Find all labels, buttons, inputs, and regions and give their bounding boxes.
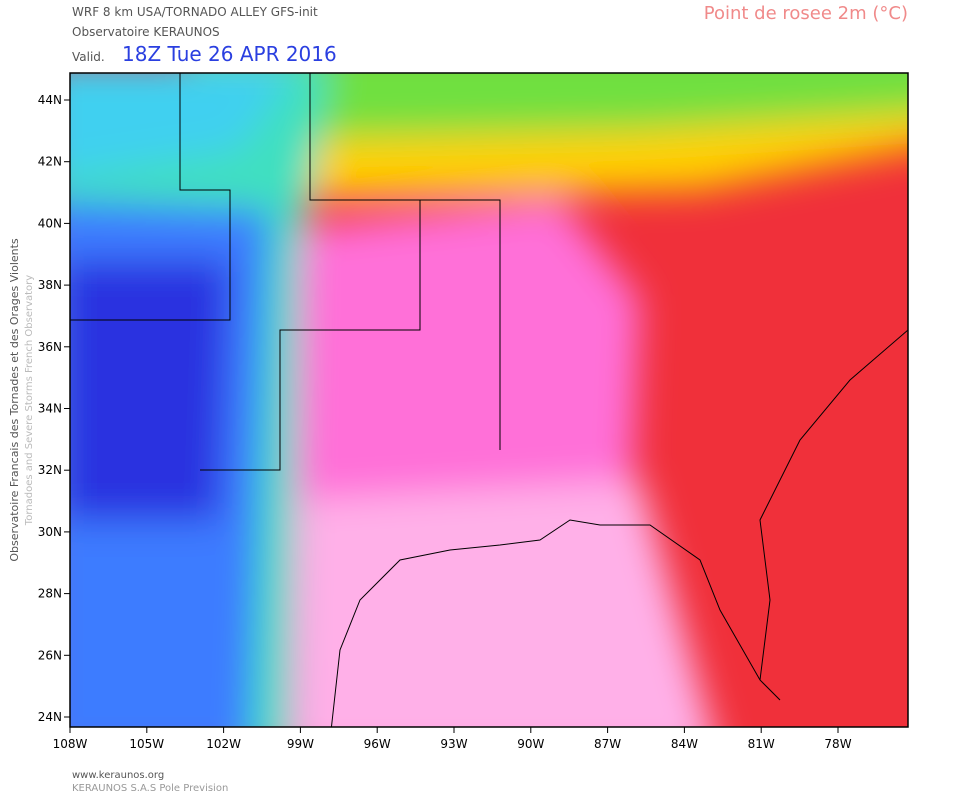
lon-label: 84W [671,737,698,751]
lat-axis: 44N 42N 40N 38N 36N 34N 32N 30N 28N 26N 24N [38,93,70,724]
lat-label: 42N [38,155,62,169]
lat-label: 36N [38,340,62,354]
product-title: Point de rosee 2m (°C) [704,3,908,24]
lon-label: 90W [517,737,544,751]
lat-label: 24N [38,710,62,724]
lat-label: 44N [38,93,62,107]
lon-label: 96W [364,737,391,751]
org-line: Observatoire KERAUNOS [72,25,220,39]
field [70,73,908,727]
lat-label: 32N [38,463,62,477]
lon-label: 81W [748,737,775,751]
lon-label: 108W [53,737,88,751]
lat-label: 34N [38,402,62,416]
lon-label: 93W [440,737,467,751]
side-text-1: Observatoire Francais des Tornades et de… [8,238,21,562]
lon-label: 102W [206,737,241,751]
lon-label: 87W [594,737,621,751]
side-text-2: Tornadoes and Severe Storms French Obser… [24,275,35,526]
lat-label: 28N [38,587,62,601]
footer-company: KERAUNOS S.A.S Pole Prevision [72,783,228,794]
lon-axis: 108W 105W 102W 99W 96W 93W 90W 87W 84W 81W 78W [53,727,852,751]
valid-time: 18Z Tue 26 APR 2016 [122,42,337,66]
lon-label: 105W [129,737,164,751]
lat-label: 26N [38,648,62,662]
model-line: WRF 8 km USA/TORNADO ALLEY GFS-init [72,5,318,19]
lat-label: 30N [38,525,62,539]
lon-label: 78W [824,737,851,751]
field-blobs [70,73,908,727]
valid-label: Valid. [72,50,105,64]
lon-label: 99W [287,737,314,751]
footer-url: www.keraunos.org [72,770,164,781]
map-frame [69,72,909,728]
lat-label: 38N [38,278,62,292]
borders [70,73,908,727]
lat-label: 40N [38,216,62,230]
